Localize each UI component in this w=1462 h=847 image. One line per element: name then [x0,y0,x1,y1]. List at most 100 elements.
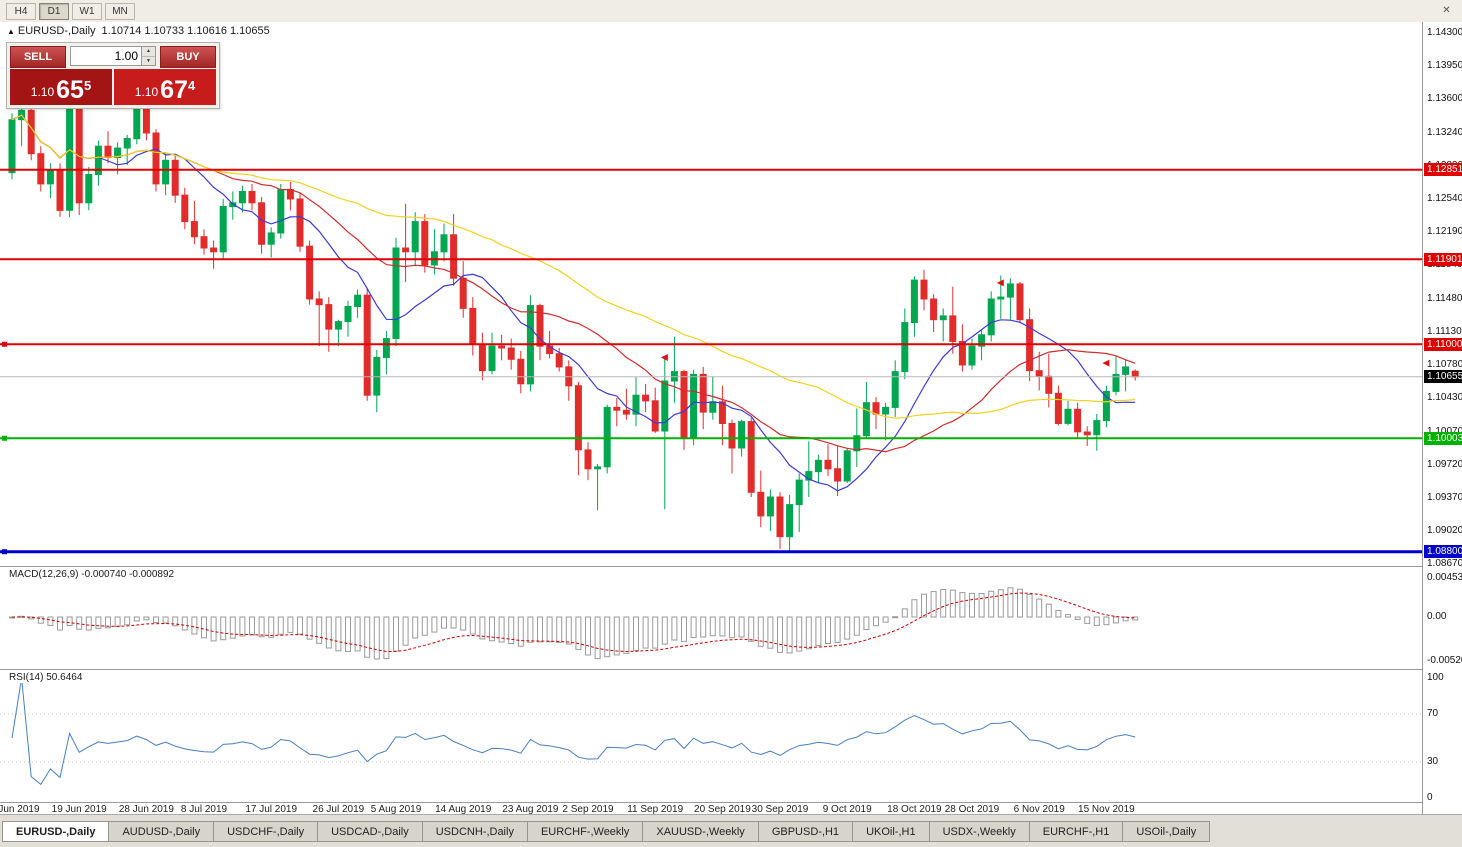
macd-histogram-bar [556,616,563,643]
date-label: 18 Oct 2019 [887,804,942,815]
macd-histogram-bar [95,616,102,629]
rsi-pane[interactable] [0,670,1422,802]
timeframe-button-w1[interactable]: W1 [72,2,102,20]
macd-histogram-bar [805,616,812,650]
macd-histogram-bar [277,616,284,635]
buy-price-big: 67 [160,76,188,104]
chart-region[interactable]: ▲ EURUSD-,Daily 1.10714 1.10733 1.10616 1.… [0,22,1422,815]
macd-pane[interactable] [0,567,1422,669]
tab-xauusd-weekly[interactable]: XAUUSD-,Weekly [643,821,759,842]
tab-usdcad-daily[interactable]: USDCAD-,Daily [318,821,423,842]
price-label-badge: 1.12851 [1424,163,1462,177]
pane-separator[interactable] [0,669,1422,670]
tab-ukoil-h1[interactable]: UKOil-,H1 [853,821,930,842]
hline-handle[interactable] [2,341,7,347]
macd-histogram-bar [796,616,803,652]
macd-histogram-bar [1045,603,1052,618]
tab-eurusd-daily[interactable]: EURUSD-,Daily [2,821,110,842]
price-axis[interactable]: 1.143001.139501.136001.132401.128901.125… [1422,22,1462,814]
timeframe-buttons: H4 D1 W1 MN [6,2,135,20]
axis-tick-label: 1.09020 [1427,524,1462,536]
tab-eurchf-weekly[interactable]: EURCHF-,Weekly [527,821,644,842]
macd-histogram-bar [777,616,783,653]
macd-histogram-bar [258,616,265,638]
macd-histogram-bar [978,593,985,618]
volume-input[interactable] [71,47,141,65]
hline-handle[interactable] [2,549,7,555]
macd-histogram-bar [354,616,361,652]
macd-histogram-bar [940,589,947,618]
macd-histogram-bar [863,616,870,630]
tab-gbpusd-h1[interactable]: GBPUSD-,H1 [758,821,854,842]
tab-eurchf-h1[interactable]: EURCHF-,H1 [1029,821,1124,842]
pane-separator[interactable] [0,566,1422,567]
macd-histogram-bar [383,616,390,659]
macd-histogram-bar [1074,616,1081,620]
trade-marker-icon [1102,359,1110,367]
timeframe-button-d1[interactable]: D1 [39,2,69,20]
macd-histogram-bar [988,590,995,618]
macd-histogram-bar [1007,587,1014,618]
date-label: 26 Jul 2019 [312,804,365,815]
macd-histogram-bar [1065,614,1071,618]
macd-histogram-bar [172,616,179,627]
timeframe-button-h4[interactable]: H4 [6,2,36,20]
macd-histogram-bar [575,616,582,651]
macd-histogram-bar [57,616,63,631]
macd-histogram-bar [623,616,630,654]
buy-price-main: 1.10 [134,85,159,99]
chart-symbol-label: EURUSD-,Daily [17,25,96,37]
timeframe-button-mn[interactable]: MN [105,2,135,20]
buy-button[interactable]: BUY [160,46,216,68]
macd-histogram-bar [681,616,687,642]
tab-usdchf-daily[interactable]: USDCHF-,Daily [214,821,319,842]
macd-histogram-bar [527,616,534,643]
macd-histogram-bar [373,616,380,660]
candlestick-chart[interactable] [0,22,1422,566]
volume-increase-button[interactable]: ▲ [142,47,155,57]
macd-histogram-bar [508,616,515,644]
axis-tick-label: 0.004536 [1427,572,1462,583]
macd-histogram-bar [1017,588,1023,618]
axis-tick-label: 1.13950 [1427,60,1462,71]
axis-tick-label: 1.14300 [1427,27,1462,38]
date-label: 30 Sep 2019 [751,804,809,815]
macd-histogram-bar [268,616,275,638]
macd-histogram-bar [1103,616,1110,626]
tab-usdx-weekly[interactable]: USDX-,Weekly [929,821,1030,842]
macd-histogram-bar [181,616,188,631]
date-label: 14 Aug 2019 [435,804,492,815]
sell-price[interactable]: 1.10 65 5 [10,69,112,105]
sell-price-big: 65 [56,76,84,104]
macd-histogram-bar [325,616,332,649]
tab-audusd-daily[interactable]: AUDUSD-,Daily [109,821,215,842]
hline-handle[interactable] [2,435,7,441]
axis-tick-label: 1.09720 [1427,458,1462,470]
macd-histogram-bar [700,616,707,638]
macd-histogram-bar [959,592,966,618]
macd-histogram-bar [1122,616,1129,622]
macd-histogram-bar [546,616,553,643]
trade-marker-icon [996,279,1004,287]
macd-histogram-bar [393,616,399,652]
macd-histogram-bar [690,616,697,638]
macd-histogram-bar [297,616,303,635]
macd-histogram-bar [153,616,159,624]
macd-histogram-bar [738,616,745,638]
sell-price-sup: 5 [83,78,92,93]
axis-tick-label: 70 [1427,708,1439,719]
axis-tick-label: 1.09370 [1427,491,1462,503]
volume-decrease-button[interactable]: ▼ [142,56,155,65]
macd-histogram-bar [316,616,323,644]
date-label: 28 Oct 2019 [944,804,1000,815]
close-icon[interactable]: ✕ [1442,5,1451,16]
tab-usdcnh-daily[interactable]: USDCNH-,Daily [422,821,528,842]
date-axis[interactable]: 10 Jun 2019 19 Jun 2019 28 Jun 2019 8 Jul 2… [0,802,1422,815]
macd-histogram-bar [201,616,207,639]
macd-histogram-bar [517,616,524,647]
buy-price[interactable]: 1.10 67 4 [114,69,216,105]
axis-tick-label: 0.00 [1427,611,1447,622]
date-label: 19 Jun 2019 [51,804,107,815]
sell-button[interactable]: SELL [10,46,66,68]
tab-usoil-daily[interactable]: USOil-,Daily [1123,821,1211,842]
